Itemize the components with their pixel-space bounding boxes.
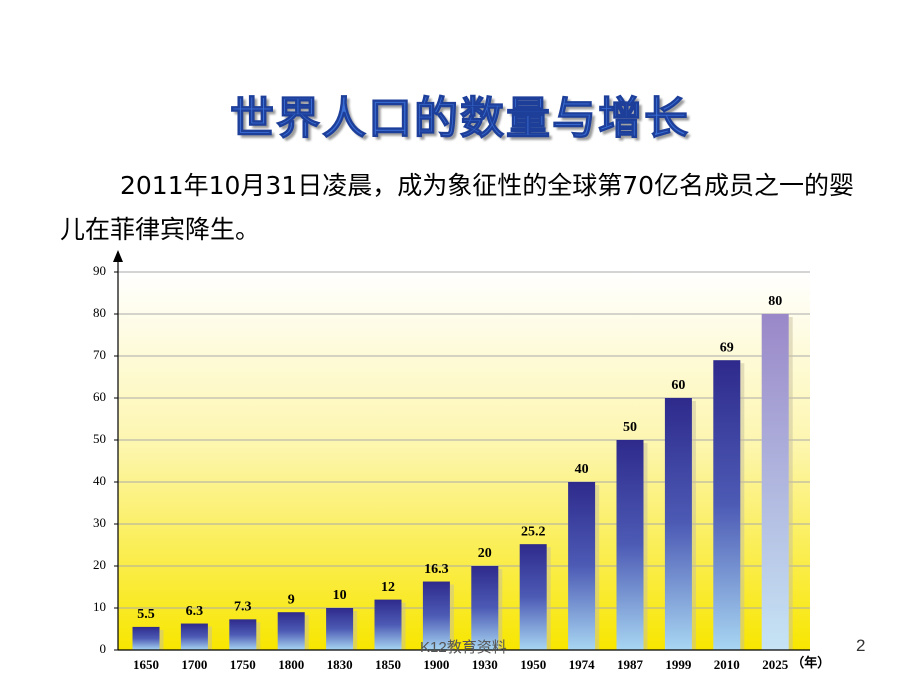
footer: K12教育资料	[420, 639, 507, 656]
y-axis-arrow	[113, 250, 123, 262]
value-label: 5.5	[137, 607, 155, 622]
page-number: 2	[856, 636, 866, 655]
slide-title: 世界人口的数量与增长	[230, 93, 690, 145]
x-tick-label: 1930	[472, 657, 498, 672]
value-label: 12	[381, 580, 395, 595]
x-tick-label: 1900	[423, 657, 449, 672]
bar	[471, 566, 499, 650]
value-label: 6.3	[186, 604, 204, 619]
value-label: 20	[478, 546, 492, 561]
value-label: 16.3	[424, 562, 449, 577]
bar	[326, 608, 354, 650]
value-label: 7.3	[234, 600, 252, 615]
bar	[180, 623, 208, 650]
x-tick-label: 1974	[569, 657, 596, 672]
x-tick-label: 1850	[375, 657, 401, 672]
value-label: 10	[333, 588, 347, 603]
y-tick-label: 20	[93, 557, 106, 572]
value-label: 50	[623, 420, 637, 435]
bar	[422, 581, 450, 650]
value-label: 40	[575, 462, 589, 477]
value-label: 80	[768, 294, 782, 309]
bar	[229, 619, 257, 650]
y-tick-label: 30	[93, 515, 106, 530]
x-tick-label: 1700	[181, 657, 207, 672]
bar	[616, 440, 644, 650]
value-label: 69	[720, 340, 734, 355]
bar	[664, 398, 692, 650]
x-axis-label: （年）	[791, 655, 830, 670]
bar	[761, 314, 789, 650]
bar	[713, 360, 741, 650]
plot-background	[118, 272, 810, 650]
x-tick-label: 1830	[327, 657, 353, 672]
y-tick-label: 50	[93, 431, 106, 446]
bar	[568, 482, 596, 650]
y-tick-label: 90	[93, 263, 106, 278]
y-tick-label: 40	[93, 473, 106, 488]
x-tick-label: 1999	[665, 657, 692, 672]
bar	[132, 626, 160, 650]
x-tick-label: 1987	[617, 657, 644, 672]
bar	[277, 612, 305, 650]
bar	[374, 599, 402, 650]
y-tick-label: 60	[93, 389, 106, 404]
x-tick-label: 1950	[520, 657, 546, 672]
value-label: 9	[288, 592, 295, 607]
x-tick-label: 1800	[278, 657, 304, 672]
y-tick-label: 80	[93, 305, 106, 320]
y-tick-label: 0	[100, 641, 107, 656]
value-label: 25.2	[521, 524, 546, 539]
value-label: 60	[671, 378, 685, 393]
x-tick-label: 2025	[762, 657, 789, 672]
y-tick-label: 70	[93, 347, 106, 362]
y-tick-label: 10	[93, 599, 106, 614]
x-tick-label: 1750	[230, 657, 256, 672]
bar	[519, 544, 547, 650]
x-tick-label: 1650	[133, 657, 159, 672]
x-tick-label: 2010	[714, 657, 740, 672]
paragraph: 2011年10月31日凌晨，成为象征性的全球第70亿名成员之一的婴儿在菲律宾降生…	[60, 171, 855, 244]
